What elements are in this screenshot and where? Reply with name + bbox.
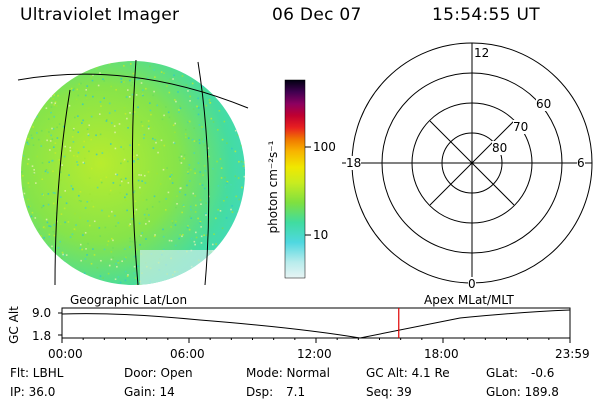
timeline-xtick-2359: 23:59	[555, 347, 590, 361]
timeline-ytick-high: 9.0	[32, 306, 52, 320]
status-filter: Flt: LBHL	[10, 366, 64, 380]
timeline-ytick-low: 1.8	[32, 329, 52, 343]
status-dsp-value: 7.1	[286, 385, 306, 399]
timeline-left-label: Geographic Lat/Lon	[70, 293, 188, 307]
geo-grid-lines	[17, 59, 249, 286]
mlat-label-60: 60	[536, 97, 552, 111]
timeline-right-label: Apex MLat/MLT	[424, 293, 514, 307]
altitude-curve	[61, 309, 571, 339]
mlat-label-70: 70	[513, 120, 529, 134]
colorbar-tick-100: 100	[313, 140, 336, 154]
polar-diagonal-2	[429, 120, 515, 206]
colorbar-scale	[284, 79, 306, 279]
status-ip: IP: 36.0	[10, 385, 56, 399]
status-glat-value: -0.6	[531, 366, 555, 380]
colorbar-tick-10: 10	[313, 228, 329, 242]
timeline-xtick-0000: 00:00	[48, 347, 83, 361]
status-gain: Gain: 14	[124, 385, 175, 399]
instrument-title: Ultraviolet Imager	[20, 5, 180, 25]
timeline-xtick-1200: 12:00	[297, 347, 332, 361]
timeline-xtick-1800: 18:00	[424, 347, 459, 361]
mlt-label-6: 6	[577, 156, 585, 170]
mlt-label-18: 18	[346, 156, 362, 170]
status-seq: Seq: 39	[366, 385, 412, 399]
status-mode: Mode: Normal	[246, 366, 330, 380]
status-door: Door: Open	[124, 366, 193, 380]
status-dsp-label: Dsp:	[246, 385, 274, 399]
timeline-frame	[61, 307, 571, 339]
status-gc-alt: GC Alt: 4.1 Re	[366, 366, 450, 380]
status-glat-label: GLat:	[486, 366, 519, 380]
status-glon: GLon: 189.8	[486, 385, 559, 399]
timeline-xtick-0600: 06:00	[170, 347, 205, 361]
mlat-label-80: 80	[492, 141, 508, 155]
mlt-label-0: 0	[468, 277, 476, 291]
date-label: 06 Dec 07	[272, 5, 362, 25]
mlt-label-12: 12	[474, 46, 490, 60]
time-label: 15:54:55 UT	[432, 5, 540, 25]
